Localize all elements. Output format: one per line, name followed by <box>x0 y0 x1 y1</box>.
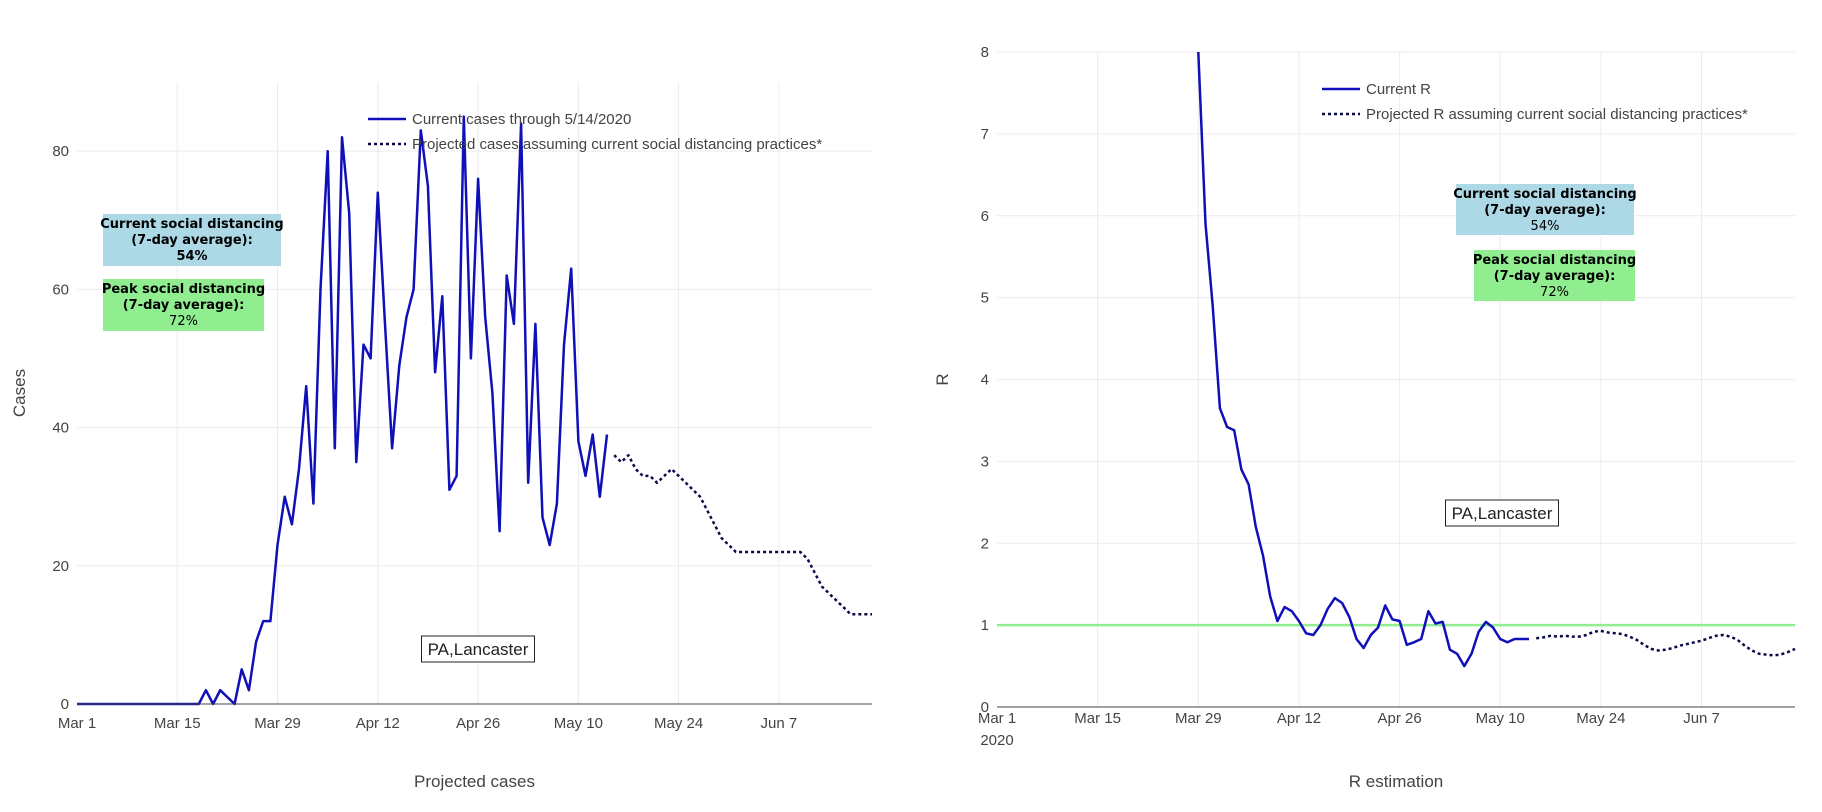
right-y-axis-title: R <box>933 373 952 385</box>
right-x-ticks: Mar 1 Mar 15 Mar 29 Apr 12 Apr 26 May 10 May 2… <box>978 710 1720 727</box>
left-location-text: PA,Lancaster <box>428 640 529 659</box>
left-legend: Current cases through 5/14/2020 Projecte… <box>368 111 822 153</box>
left-current-distancing-box: Current social distancing (7-day average… <box>100 214 284 266</box>
left-legend-projected-label: Projected cases assuming current social … <box>412 136 822 153</box>
right-peak-distancing-line2: (7-day average): <box>1494 269 1616 284</box>
left-x-axis-title: Projected cases <box>414 772 535 791</box>
left-location-label: PA,Lancaster <box>421 635 535 663</box>
right-current-series-line <box>1197 51 1529 668</box>
left-projected-series-line <box>613 453 872 616</box>
right-y-tick-label: 2 <box>981 535 989 552</box>
right-x-tick-label: Mar 1 <box>978 710 1016 727</box>
left-y-tick-label: 0 <box>61 696 69 713</box>
left-x-tick-label: Jun 7 <box>761 715 798 732</box>
left-y-ticks: 0 20 40 60 80 <box>52 143 69 713</box>
right-y-ticks: 0 1 2 3 4 5 6 7 8 <box>981 44 989 716</box>
left-x-tick-label: Apr 26 <box>456 715 500 732</box>
left-series-layer <box>77 115 872 706</box>
right-y-tick-label: 4 <box>981 372 989 389</box>
left-peak-distancing-line1: Peak social distancing <box>102 282 265 297</box>
right-y-tick-label: 0 <box>981 699 989 716</box>
right-x-tick-label: Apr 12 <box>1277 710 1321 727</box>
right-location-label: PA,Lancaster <box>1445 499 1559 527</box>
left-x-tick-label: Mar 29 <box>254 715 301 732</box>
left-current-distancing-value: 54% <box>176 249 207 264</box>
right-x-tick-label: Mar 15 <box>1074 710 1121 727</box>
right-x-tick-label: Apr 26 <box>1377 710 1421 727</box>
left-x-tick-label: Apr 12 <box>356 715 400 732</box>
right-location-text: PA,Lancaster <box>1452 504 1553 523</box>
left-y-tick-label: 20 <box>52 558 69 575</box>
right-peak-distancing-box: Peak social distancing (7-day average): … <box>1473 250 1636 301</box>
left-x-tick-label: May 10 <box>554 715 603 732</box>
right-series-layer <box>1197 51 1796 668</box>
right-peak-distancing-value: 72% <box>1540 285 1569 300</box>
right-current-distancing-line2: (7-day average): <box>1484 203 1606 218</box>
right-legend: Current R Projected R assuming current s… <box>1322 81 1748 123</box>
left-x-tick-label: May 24 <box>654 715 703 732</box>
right-current-distancing-box: Current social distancing (7-day average… <box>1453 184 1637 235</box>
right-y-tick-label: 1 <box>981 617 989 634</box>
right-y-tick-label: 6 <box>981 208 989 225</box>
right-x-year-label: 2020 <box>980 732 1013 749</box>
left-grid <box>77 82 872 704</box>
left-y-tick-label: 40 <box>52 420 69 437</box>
right-current-distancing-line1: Current social distancing <box>1453 187 1636 202</box>
right-peak-distancing-line1: Peak social distancing <box>1473 253 1636 268</box>
right-x-axis-title: R estimation <box>1349 772 1443 791</box>
right-legend-projected-label: Projected R assuming current social dist… <box>1366 106 1748 123</box>
left-y-tick-label: 60 <box>52 281 69 298</box>
right-grid <box>997 51 1795 707</box>
left-current-distancing-line2: (7-day average): <box>131 233 253 248</box>
left-peak-distancing-line2: (7-day average): <box>123 298 245 313</box>
left-y-tick-label: 80 <box>52 143 69 160</box>
left-x-tick-label: Mar 1 <box>58 715 96 732</box>
left-peak-distancing-box: Peak social distancing (7-day average): … <box>102 279 265 331</box>
right-projected-series-line <box>1536 629 1796 657</box>
right-x-tick-label: May 24 <box>1576 710 1625 727</box>
right-y-tick-label: 3 <box>981 453 989 470</box>
left-current-distancing-line1: Current social distancing <box>100 217 283 232</box>
right-y-tick-label: 8 <box>981 44 989 61</box>
right-x-tick-label: Mar 29 <box>1175 710 1222 727</box>
left-y-axis-title: Cases <box>10 369 29 417</box>
right-current-distancing-value: 54% <box>1531 219 1560 234</box>
left-x-ticks: Mar 1 Mar 15 Mar 29 Apr 12 Apr 26 May 10 May 2… <box>58 715 797 732</box>
left-current-series-line <box>77 115 609 706</box>
right-y-tick-label: 7 <box>981 126 989 143</box>
projected-cases-chart: Mar 1 Mar 15 Mar 29 Apr 12 Apr 26 May 10 May 2… <box>10 82 872 791</box>
r-estimation-chart: Mar 1 Mar 15 Mar 29 Apr 12 Apr 26 May 10 May 2… <box>933 44 1796 791</box>
right-legend-current-label: Current R <box>1366 81 1431 98</box>
right-x-tick-label: May 10 <box>1476 710 1525 727</box>
right-y-tick-label: 5 <box>981 290 989 307</box>
left-peak-distancing-value: 72% <box>169 314 198 329</box>
left-legend-current-label: Current cases through 5/14/2020 <box>412 111 631 128</box>
left-x-tick-label: Mar 15 <box>154 715 201 732</box>
right-x-tick-label: Jun 7 <box>1683 710 1720 727</box>
